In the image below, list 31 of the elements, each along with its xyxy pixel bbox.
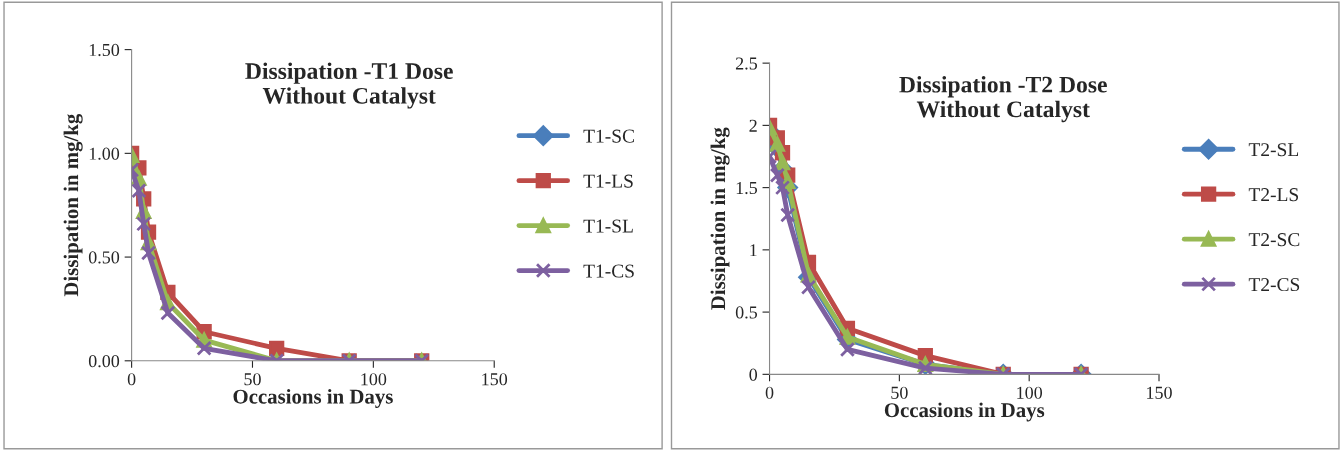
text: Dissipation -T1 Dose Without Catalyst	[245, 62, 453, 109]
x-tick-label: 100	[361, 373, 387, 386]
text: Dissipation -T2 Dose Without Catalyst	[899, 75, 1107, 123]
legend-label: T2-CS	[1248, 278, 1300, 292]
y-axis-title: Dissipation in mg/kg	[710, 127, 730, 310]
y-tick-label: 0.5	[735, 306, 758, 319]
legend-label: T1-SC	[583, 129, 634, 143]
y-tick-label: 1.00	[89, 147, 120, 160]
y-tick-label: 0.50	[88, 251, 120, 264]
x-tick-label: 50	[244, 373, 261, 386]
legend-label: T1-SL	[583, 219, 633, 233]
y-tick-label: 1.5	[736, 181, 758, 195]
y-tick-label: 1.50	[89, 43, 120, 57]
x-tick-label: 50	[891, 386, 908, 399]
x-tick-label: 100	[1017, 386, 1043, 399]
x-tick-label: 0	[765, 386, 774, 399]
y-tick-label: 1	[750, 244, 757, 257]
x-tick-label: 0	[127, 373, 136, 386]
legend-label: T1-CS	[583, 264, 634, 278]
legend-label: T2-SC	[1248, 233, 1300, 247]
y-tick-label: 0.00	[88, 355, 120, 368]
x-axis-title: Occasions in Days	[233, 388, 393, 408]
x-tick-label: 150	[482, 373, 508, 386]
x-axis-title: Occasions in Days	[884, 402, 1045, 422]
legend-label: T1-LS	[583, 174, 633, 188]
legend-label: T2-LS	[1248, 188, 1299, 202]
y-tick-label: 2.5	[735, 57, 758, 70]
y-axis-title: Dissipation in mg/kg	[63, 113, 83, 297]
x-tick-label: 150	[1147, 386, 1172, 399]
legend-label: T2-SL	[1248, 143, 1299, 157]
y-tick-label: 2	[749, 119, 757, 132]
